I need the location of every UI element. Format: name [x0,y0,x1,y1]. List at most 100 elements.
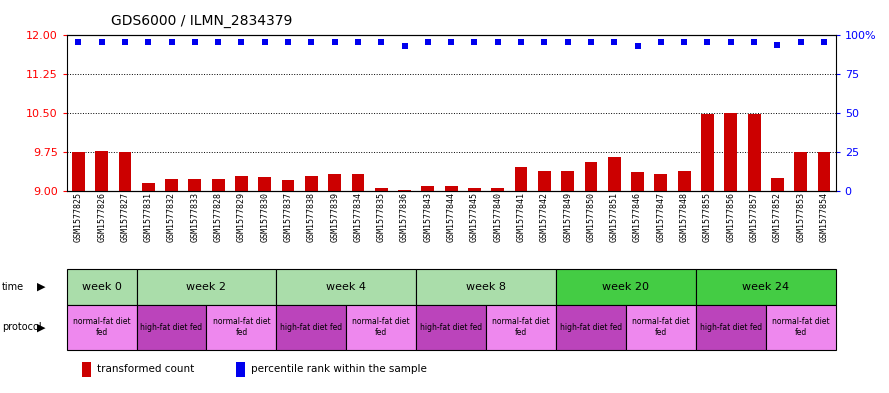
Bar [118,152,132,191]
Bar [137,305,206,350]
Point [327,39,341,45]
Bar [276,269,416,305]
Bar [608,157,621,191]
Bar [585,162,597,191]
Bar [212,179,225,191]
Point [607,39,621,45]
Text: high-fat diet fed: high-fat diet fed [700,323,762,332]
Bar [142,183,155,191]
Point [211,39,225,45]
Bar [701,114,714,191]
Bar [416,305,486,350]
Text: normal-fat diet
fed: normal-fat diet fed [493,318,550,337]
Point [677,39,692,45]
Text: GDS6000 / ILMN_2834379: GDS6000 / ILMN_2834379 [111,13,292,28]
Point [701,39,715,45]
Text: normal-fat diet
fed: normal-fat diet fed [352,318,410,337]
Point [141,39,156,45]
Point [188,39,202,45]
Point [561,39,575,45]
Point [444,39,459,45]
Text: week 20: week 20 [603,282,650,292]
Bar [328,174,341,191]
Point [491,39,505,45]
Point [653,39,668,45]
Bar [305,176,317,191]
Text: high-fat diet fed: high-fat diet fed [140,323,203,332]
Bar [188,179,201,191]
Point [351,39,365,45]
Bar [67,269,137,305]
Bar [626,305,696,350]
Bar [236,362,245,377]
Bar [416,269,556,305]
Bar [282,180,294,191]
Bar [696,269,836,305]
Text: ▶: ▶ [37,322,46,332]
Bar [677,171,691,191]
Point [817,39,831,45]
Text: protocol: protocol [2,322,42,332]
Bar [748,114,760,191]
Bar [556,305,626,350]
Bar [351,174,364,191]
Text: transformed count: transformed count [98,364,195,375]
Bar [276,305,347,350]
Text: week 4: week 4 [326,282,366,292]
Bar [556,269,696,305]
Point [468,39,482,45]
Bar [67,305,137,350]
Text: high-fat diet fed: high-fat diet fed [560,323,622,332]
Bar [492,187,504,191]
Bar [347,305,416,350]
Bar [538,171,551,191]
Bar [561,171,574,191]
Bar [794,152,807,191]
Bar [818,152,830,191]
Point [374,39,388,45]
Point [304,39,318,45]
Text: normal-fat diet
fed: normal-fat diet fed [212,318,270,337]
Point [794,39,808,45]
Point [724,39,738,45]
Point [747,39,761,45]
Point [94,39,108,45]
Point [118,39,132,45]
Point [584,39,598,45]
Text: ▶: ▶ [37,282,46,292]
Point [71,39,85,45]
Text: week 2: week 2 [187,282,227,292]
Bar [235,176,248,191]
Point [281,39,295,45]
Text: week 0: week 0 [82,282,122,292]
Text: high-fat diet fed: high-fat diet fed [280,323,342,332]
Text: normal-fat diet
fed: normal-fat diet fed [632,318,690,337]
Point [397,43,412,50]
Point [770,42,784,48]
Bar [515,167,527,191]
Point [420,39,435,45]
Text: time: time [2,282,24,292]
Bar [82,362,92,377]
Bar [398,190,411,191]
Bar [375,188,388,191]
Bar [771,178,784,191]
Bar [137,269,276,305]
Point [164,39,179,45]
Bar [421,186,434,191]
Bar [696,305,765,350]
Point [630,43,645,50]
Bar [259,176,271,191]
Bar [165,179,178,191]
Text: week 24: week 24 [742,282,789,292]
Bar [765,305,836,350]
Bar [72,152,84,191]
Text: high-fat diet fed: high-fat diet fed [420,323,482,332]
Bar [469,188,481,191]
Text: percentile rank within the sample: percentile rank within the sample [252,364,427,375]
Point [514,39,528,45]
Bar [444,186,458,191]
Point [537,39,551,45]
Bar [95,151,108,191]
Bar [725,113,737,191]
